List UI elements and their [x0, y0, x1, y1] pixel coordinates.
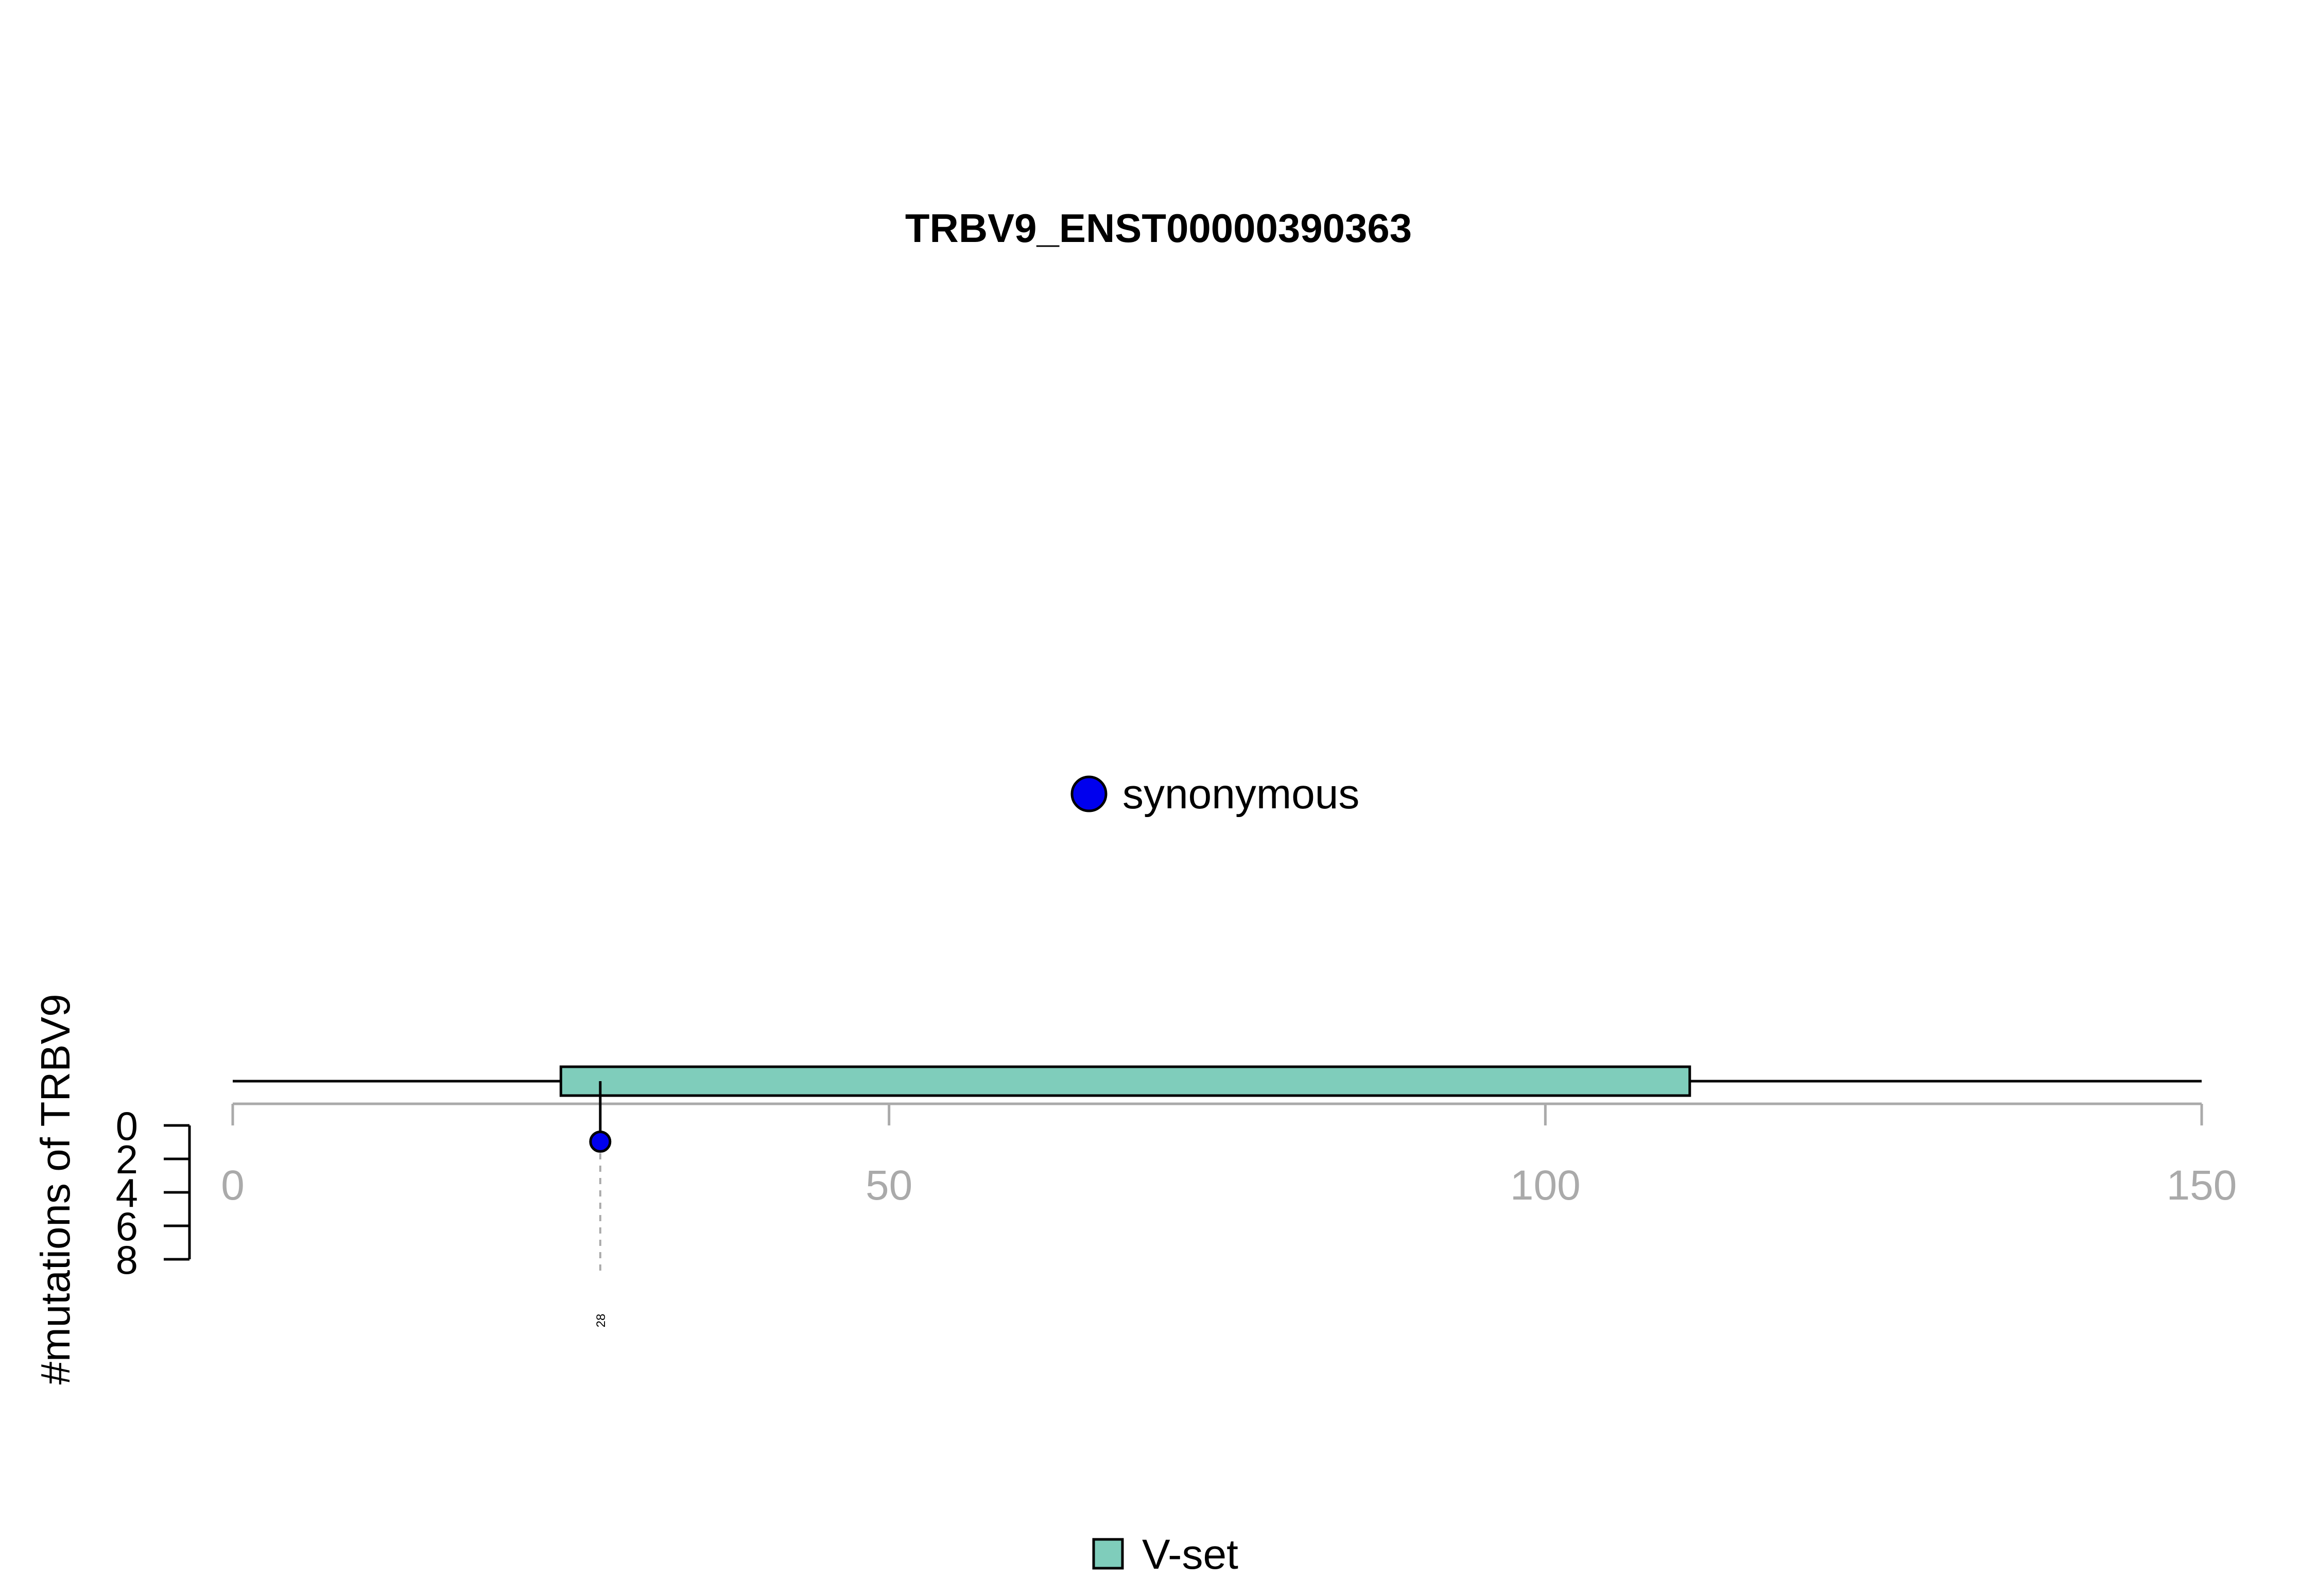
- x-tick-label-50: 50: [866, 1162, 912, 1209]
- mutation-lollipop-28: 28: [589, 1081, 612, 1328]
- synonymous-legend-label: synonymous: [1122, 771, 1359, 818]
- y-tick-label-0: 0: [116, 1103, 138, 1149]
- x-tick-label-100: 100: [1510, 1162, 1581, 1209]
- synonymous-legend-marker-icon: [1070, 775, 1108, 812]
- v-set-legend-swatch: [1092, 1538, 1124, 1570]
- v-set-legend-label: V-set: [1142, 1531, 1238, 1578]
- chart-title: TRBV9_ENST00000390363: [905, 205, 1412, 251]
- x-tick-label-0: 0: [221, 1162, 245, 1209]
- mutation-legend: synonymous: [1070, 771, 1359, 818]
- v-set-domain: [559, 1065, 1691, 1097]
- gene-track: [233, 1065, 2202, 1097]
- y-axis-title: #mutations of TRBV9: [32, 994, 78, 1385]
- y-axis: 0 2 4 6 8 #mutations of TRBV9: [32, 994, 191, 1385]
- y-tick-label-4: 4: [116, 1170, 138, 1216]
- x-axis: 0 50 100 150: [221, 1102, 2237, 1209]
- y-tick-label-6: 6: [116, 1204, 138, 1249]
- x-tick-label-150: 150: [2167, 1162, 2237, 1209]
- mutation-point: [589, 1131, 612, 1153]
- y-tick-label-8: 8: [116, 1237, 138, 1282]
- mutation-position-label: 28: [594, 1314, 608, 1328]
- y-tick-label-2: 2: [116, 1137, 138, 1182]
- domain-legend: V-set: [1092, 1531, 1238, 1578]
